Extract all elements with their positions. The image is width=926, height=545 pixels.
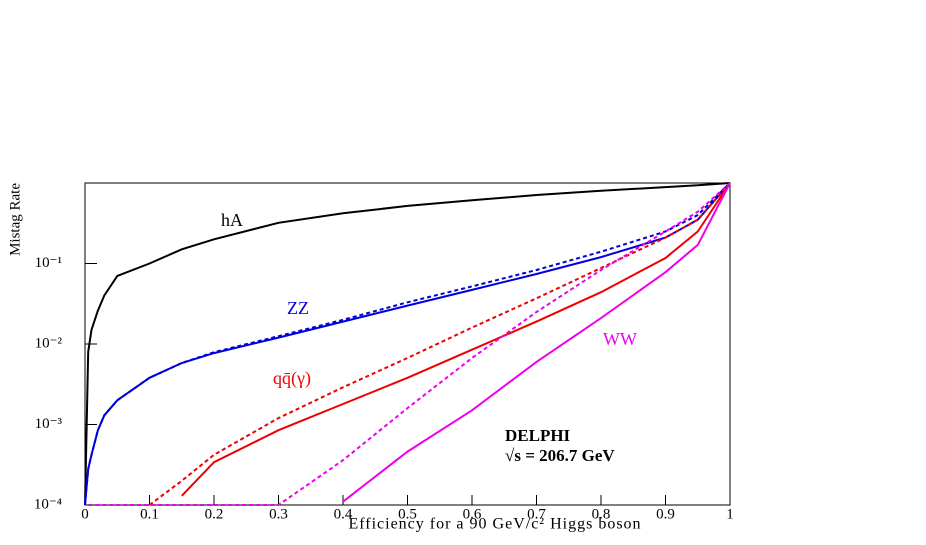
x-tick-label: 1 xyxy=(726,506,734,522)
y-axis-label: Mistag Rate xyxy=(7,183,23,256)
series-line xyxy=(148,182,731,506)
series-line xyxy=(181,182,731,497)
x-axis-label: Efficiency for a 90 GeV/c² Higgs boson xyxy=(348,516,641,533)
x-tick-label: 0.1 xyxy=(140,506,159,522)
x-tick-label: 0.3 xyxy=(269,506,288,522)
x-tick-label: 0.6 xyxy=(463,506,482,522)
series-line xyxy=(84,182,731,506)
series-label: WW xyxy=(603,329,637,349)
x-tick-label: 0.7 xyxy=(527,506,546,522)
x-tick-label: 0.9 xyxy=(656,506,675,522)
x-tick-label: 0.2 xyxy=(205,506,224,522)
y-tick-label: 10⁻¹ xyxy=(35,255,62,271)
x-tick-label: 0.8 xyxy=(592,506,611,522)
series-label: ZZ xyxy=(287,298,309,318)
series-line xyxy=(88,182,731,506)
x-tick-label: 0.5 xyxy=(398,506,417,522)
series-line xyxy=(84,182,731,506)
y-tick-label: 10⁻⁴ xyxy=(34,496,62,512)
y-tick-label: 10⁻³ xyxy=(35,416,63,432)
series-line xyxy=(342,182,731,503)
x-tick-label: 0.4 xyxy=(334,506,353,522)
annotation: √s = 206.7 GeV xyxy=(505,446,615,465)
y-tick-label: 10⁻² xyxy=(35,335,63,351)
series-label: hA xyxy=(221,210,243,230)
annotation: DELPHI xyxy=(505,426,571,445)
x-tick-label: 0 xyxy=(81,506,89,522)
series-label: qq̄(γ) xyxy=(273,368,311,389)
